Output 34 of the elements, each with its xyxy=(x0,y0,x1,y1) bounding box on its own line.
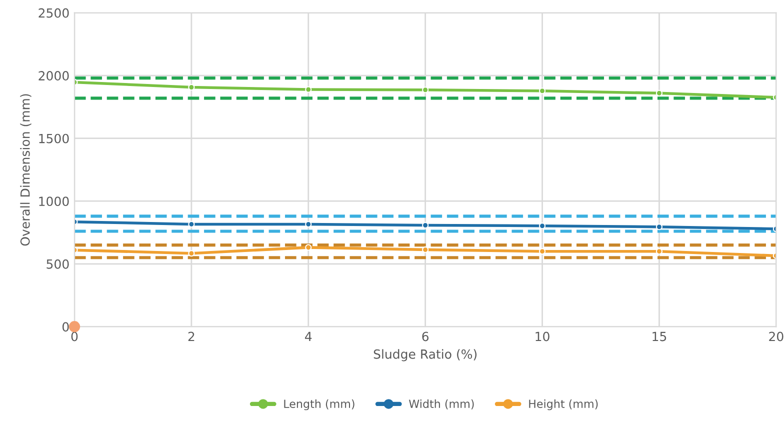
point xyxy=(538,222,546,230)
point xyxy=(188,250,195,257)
x-tick-label: 10 xyxy=(536,332,550,342)
y-tick-label: 2500 xyxy=(38,8,69,18)
legend-label: Width (mm) xyxy=(408,399,474,410)
x-tick-label: 0 xyxy=(71,332,78,342)
y-tick-label: 1000 xyxy=(39,196,69,206)
point xyxy=(422,246,429,253)
x-axis-title: Sludge Ratio (%) xyxy=(374,349,477,362)
legend-label: Length (mm) xyxy=(284,399,354,410)
point xyxy=(188,220,195,228)
y-tick-label: 2000 xyxy=(38,71,69,81)
point xyxy=(305,244,312,251)
legend-label: Height (mm) xyxy=(529,399,598,410)
y-tick-label: 1500 xyxy=(39,134,69,144)
point xyxy=(656,248,663,255)
point xyxy=(538,88,546,94)
point xyxy=(656,90,663,96)
point xyxy=(305,86,312,93)
point xyxy=(422,86,429,94)
x-tick-label: 20 xyxy=(769,332,784,342)
point xyxy=(68,321,80,332)
point xyxy=(538,248,546,255)
x-tick-label: 2 xyxy=(188,332,194,342)
y-axis-title: Overall Dimension (mm) xyxy=(20,94,32,246)
point xyxy=(188,84,195,91)
x-tick-label: 4 xyxy=(305,332,312,342)
point xyxy=(422,222,429,229)
point xyxy=(656,224,663,230)
point xyxy=(305,220,312,228)
y-tick-label: 500 xyxy=(46,259,69,269)
y-tick-label: 0 xyxy=(62,322,69,332)
x-tick-label: 6 xyxy=(422,332,429,342)
x-tick-label: 15 xyxy=(652,332,666,342)
